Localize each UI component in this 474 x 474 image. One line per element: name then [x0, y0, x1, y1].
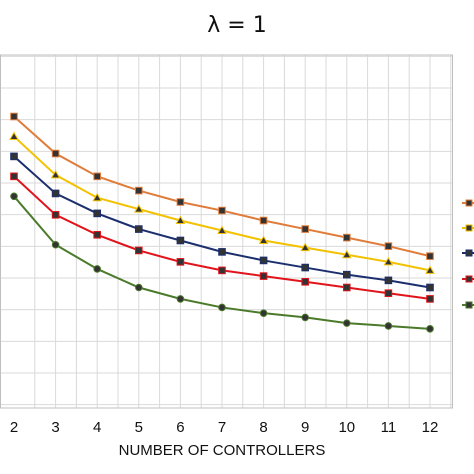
x-tick-label: 8 — [259, 419, 267, 436]
legend-key-3 — [462, 249, 474, 257]
data-point — [301, 263, 309, 272]
data-point — [343, 270, 351, 279]
data-point — [426, 252, 434, 260]
data-point — [133, 204, 144, 213]
chart-title: λ = 1 — [207, 13, 266, 38]
data-point — [259, 309, 268, 317]
data-point — [93, 172, 102, 181]
x-tick-label: 10 — [338, 419, 355, 436]
data-point — [259, 272, 268, 280]
data-point — [176, 198, 185, 206]
x-tick-label: 11 — [381, 419, 397, 436]
data-point — [93, 209, 102, 218]
plot-area-border — [0, 54, 453, 409]
data-point — [218, 248, 226, 256]
data-point — [384, 289, 393, 297]
data-point — [426, 295, 434, 303]
data-point — [301, 225, 309, 233]
data-point — [93, 230, 102, 239]
data-point — [218, 206, 226, 215]
data-point — [51, 240, 60, 249]
data-point — [175, 215, 186, 225]
x-tick-label: 12 — [422, 419, 439, 436]
data-point — [341, 249, 352, 259]
data-point — [176, 295, 185, 303]
data-point — [176, 258, 185, 266]
data-point — [10, 152, 18, 161]
series-2 — [9, 131, 435, 274]
data-point — [218, 266, 226, 275]
data-point — [176, 236, 185, 245]
data-point — [135, 246, 143, 255]
series-5 — [10, 192, 434, 333]
series-lines — [9, 112, 435, 333]
data-point — [51, 149, 60, 158]
data-point — [343, 319, 351, 327]
data-point — [343, 233, 351, 242]
data-point — [426, 283, 434, 292]
data-point — [10, 112, 18, 121]
legend — [462, 199, 474, 309]
x-tick-label: 9 — [301, 419, 309, 436]
data-point — [51, 211, 60, 219]
data-point — [301, 313, 310, 322]
data-point — [51, 189, 60, 198]
data-point — [10, 172, 18, 181]
data-point — [135, 283, 143, 292]
legend-key-4 — [462, 275, 474, 283]
data-point — [135, 225, 143, 233]
data-point — [259, 216, 268, 225]
series-4 — [10, 172, 434, 303]
x-axis-label: NUMBER OF CONTROLLERS — [119, 442, 326, 459]
data-point — [384, 322, 393, 330]
data-point — [217, 225, 227, 234]
x-tick-label: 3 — [51, 419, 59, 436]
legend-key-marker — [465, 199, 473, 207]
data-point — [93, 265, 101, 273]
legend-key-marker — [465, 249, 473, 257]
x-tick-label: 2 — [10, 419, 18, 436]
legend-key-marker — [465, 301, 473, 309]
data-point — [10, 192, 18, 201]
data-point — [135, 186, 143, 195]
series-3 — [10, 152, 434, 292]
data-point — [92, 192, 103, 202]
series-1 — [10, 112, 434, 260]
legend-key-5 — [462, 301, 474, 309]
legend-key-marker — [465, 224, 473, 232]
data-point — [384, 242, 393, 250]
x-tick-label: 7 — [218, 419, 226, 436]
legend-key-2 — [462, 224, 474, 232]
legend-key-marker — [465, 275, 473, 283]
data-point — [50, 169, 61, 179]
legend-key-1 — [462, 199, 474, 207]
x-tick-labels: 2 3 4 5 6 7 8 9 10 11 12 — [10, 419, 439, 436]
data-point — [259, 256, 268, 265]
data-point — [301, 278, 309, 286]
data-point — [300, 242, 311, 252]
data-point — [384, 276, 393, 285]
data-point — [9, 131, 19, 140]
data-point — [258, 235, 269, 244]
x-tick-label: 5 — [135, 419, 143, 436]
x-tick-label: 4 — [93, 419, 101, 436]
data-point — [425, 265, 435, 274]
x-tick-label: 6 — [176, 419, 184, 436]
data-point — [383, 256, 394, 266]
data-point — [343, 283, 351, 292]
data-point — [218, 303, 226, 312]
data-point — [426, 325, 434, 333]
